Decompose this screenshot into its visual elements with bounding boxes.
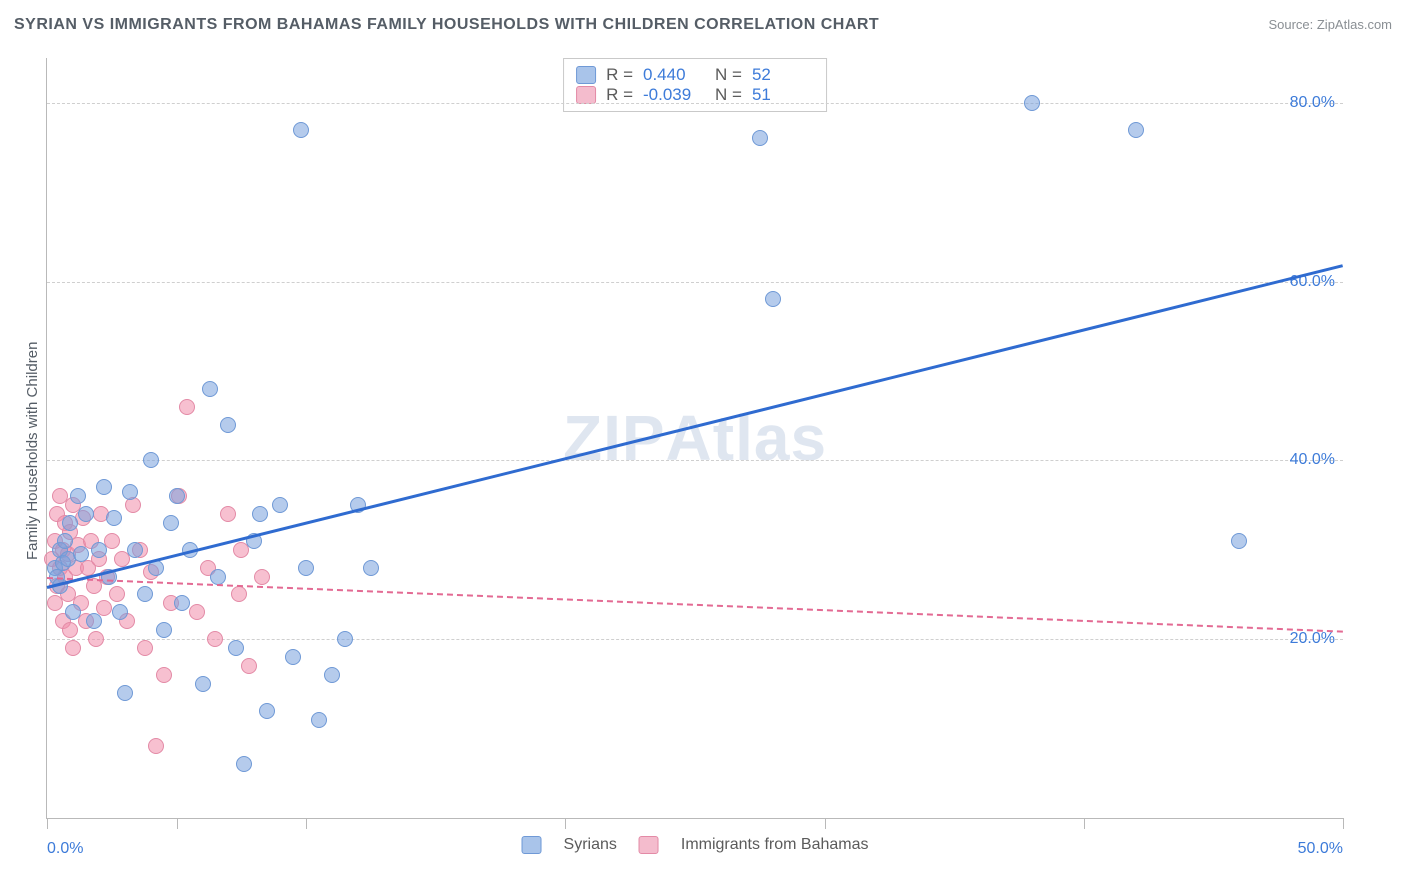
data-point [125,497,141,513]
y-tick-label: 80.0% [1290,94,1335,112]
gridline [47,639,1343,640]
data-point [231,586,247,602]
data-point [65,640,81,656]
source-label: Source: ZipAtlas.com [1268,17,1392,32]
data-point [86,613,102,629]
data-point [62,515,78,531]
x-tick [825,818,826,829]
gridline [47,460,1343,461]
x-tick [306,818,307,829]
data-point [96,479,112,495]
data-point [91,542,107,558]
data-point [324,667,340,683]
trend-line [47,264,1344,589]
legend-stats: R = 0.440 N = 52 R = -0.039 N = 51 [563,58,827,112]
data-point [156,622,172,638]
data-point [179,399,195,415]
r-label: R = [606,65,633,85]
watermark: ZIPAtlas [563,401,827,475]
data-point [272,497,288,513]
data-point [137,586,153,602]
data-point [78,506,94,522]
legend-stats-row-1: R = 0.440 N = 52 [576,65,814,85]
x-tick-label: 0.0% [47,840,83,858]
data-point [109,586,125,602]
series1-r-value: 0.440 [643,65,705,85]
data-point [1128,122,1144,138]
n-label: N = [715,65,742,85]
data-point [252,506,268,522]
scatter-plot: ZIPAtlas R = 0.440 N = 52 R = -0.039 N =… [46,58,1343,819]
x-tick [1343,818,1344,829]
x-tick [177,818,178,829]
data-point [148,738,164,754]
data-point [207,631,223,647]
data-point [220,506,236,522]
data-point [752,130,768,146]
data-point [311,712,327,728]
data-point [117,685,133,701]
data-point [189,604,205,620]
gridline [47,103,1343,104]
x-tick-label: 50.0% [1298,840,1343,858]
data-point [70,488,86,504]
chart-title: SYRIAN VS IMMIGRANTS FROM BAHAMAS FAMILY… [14,16,879,34]
data-point [293,122,309,138]
data-point [363,560,379,576]
data-point [765,291,781,307]
x-tick [47,818,48,829]
series2-swatch-icon [639,836,659,854]
data-point [163,515,179,531]
data-point [73,546,89,562]
data-point [220,417,236,433]
series2-label: Immigrants from Bahamas [681,836,869,854]
data-point [88,631,104,647]
data-point [210,569,226,585]
data-point [169,488,185,504]
data-point [202,381,218,397]
data-point [137,640,153,656]
series2-swatch-icon [576,86,596,104]
gridline [47,282,1343,283]
series1-swatch-icon [522,836,542,854]
legend-series: Syrians Immigrants from Bahamas [522,836,869,854]
data-point [1024,95,1040,111]
data-point [298,560,314,576]
series1-n-value: 52 [752,65,814,85]
data-point [228,640,244,656]
x-tick [565,818,566,829]
data-point [127,542,143,558]
y-tick-label: 40.0% [1290,451,1335,469]
data-point [259,703,275,719]
y-tick-label: 20.0% [1290,630,1335,648]
data-point [112,604,128,620]
data-point [65,604,81,620]
data-point [122,484,138,500]
data-point [236,756,252,772]
data-point [285,649,301,665]
data-point [174,595,190,611]
data-point [143,452,159,468]
data-point [96,600,112,616]
y-axis-label: Family Households with Children [24,342,41,560]
data-point [337,631,353,647]
data-point [57,533,73,549]
data-point [254,569,270,585]
x-tick [1084,818,1085,829]
data-point [195,676,211,692]
data-point [156,667,172,683]
data-point [62,622,78,638]
data-point [106,510,122,526]
trend-line [47,577,1343,633]
data-point [241,658,257,674]
data-point [1231,533,1247,549]
series1-swatch-icon [576,66,596,84]
series1-label: Syrians [564,836,617,854]
